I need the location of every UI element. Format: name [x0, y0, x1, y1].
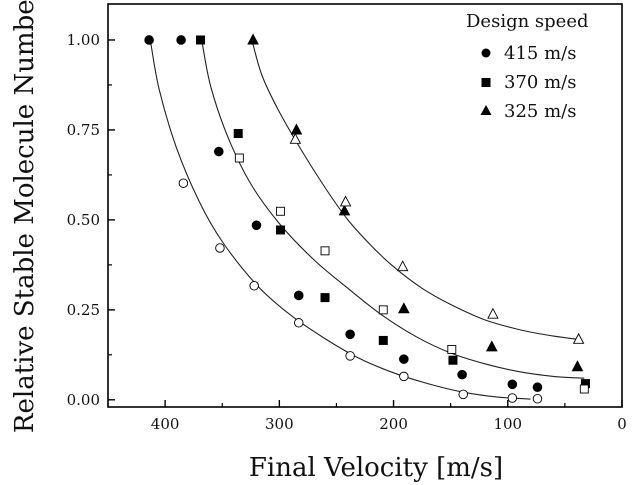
- point-filled-square: [275, 225, 285, 235]
- legend: Design speed 415 m/s 370 m/s 325 m/s: [466, 11, 589, 122]
- fit-curve-series-1: [201, 39, 585, 379]
- point-filled-circle: [507, 379, 518, 390]
- plot-border: [107, 3, 623, 408]
- legend-label-415: 415 m/s: [504, 43, 576, 64]
- point-filled-circle: [144, 35, 154, 45]
- legend-label-325: 325 m/s: [504, 101, 576, 122]
- fit-curves: [149, 39, 585, 400]
- point-open-square: [234, 153, 244, 163]
- point-filled-circle: [532, 382, 543, 393]
- point-open-square: [447, 344, 457, 354]
- point-filled-square: [196, 35, 206, 45]
- point-open-triangle: [339, 195, 352, 207]
- axes: 400 300 200 100 0 0.00 0.25 0.50 0.75 1.00: [67, 31, 627, 433]
- x-tick-label: 0: [617, 415, 627, 433]
- point-open-triangle: [289, 132, 302, 144]
- legend-entry-325: 325 m/s: [480, 101, 576, 122]
- point-open-circle: [507, 393, 518, 403]
- point-filled-triangle: [571, 360, 584, 372]
- point-filled-circle: [251, 220, 262, 231]
- x-tick-label: 200: [379, 415, 408, 433]
- point-filled-circle: [399, 354, 409, 364]
- point-filled-circle: [176, 35, 186, 45]
- legend-label-370: 370 m/s: [504, 72, 576, 93]
- point-filled-circle: [457, 369, 467, 380]
- fit-curve-series-0: [149, 39, 531, 400]
- point-open-circle: [294, 318, 304, 328]
- y-tick-label: 1.00: [67, 31, 100, 49]
- point-filled-triangle: [290, 123, 303, 135]
- legend-circle-marker: [481, 48, 491, 58]
- legend-square-marker: [481, 78, 491, 87]
- x-tick-label: 100: [493, 415, 522, 433]
- point-open-circle: [249, 280, 259, 291]
- point-open-circle: [532, 393, 543, 404]
- y-tick-label: 0.25: [67, 301, 100, 319]
- point-open-triangle: [572, 332, 585, 344]
- point-filled-triangle: [398, 302, 410, 314]
- point-open-square: [276, 206, 285, 216]
- point-filled-circle: [213, 146, 224, 157]
- point-filled-square: [378, 335, 388, 345]
- fit-curve-series-2: [251, 39, 579, 340]
- x-tick-label: 300: [265, 415, 294, 433]
- x-tick-label: 400: [151, 415, 180, 433]
- point-open-circle: [178, 178, 189, 188]
- point-open-triangle: [487, 307, 499, 319]
- y-axis-title: Relative Stable Molecule Number: [10, 0, 40, 433]
- point-filled-triangle: [338, 204, 351, 216]
- y-tick-label: 0.75: [67, 121, 100, 139]
- point-open-circle: [215, 243, 225, 253]
- point-filled-square: [448, 355, 458, 365]
- point-filled-circle: [345, 329, 355, 340]
- point-open-circle: [345, 351, 355, 361]
- point-filled-triangle: [485, 340, 498, 352]
- legend-title: Design speed: [466, 11, 589, 32]
- point-open-circle: [458, 389, 468, 400]
- point-open-square: [320, 246, 330, 256]
- point-open-triangle: [396, 260, 409, 272]
- legend-entry-415: 415 m/s: [481, 43, 576, 64]
- point-open-square: [378, 305, 388, 315]
- point-filled-circle: [293, 290, 304, 301]
- plot-frame: [107, 3, 623, 408]
- point-open-square: [579, 384, 589, 394]
- legend-entry-370: 370 m/s: [481, 72, 576, 93]
- y-tick-label: 0.00: [67, 391, 100, 409]
- point-filled-square: [320, 293, 330, 303]
- y-tick-label: 0.50: [67, 211, 100, 229]
- data-markers: [144, 33, 590, 404]
- legend-triangle-marker: [480, 105, 492, 115]
- point-filled-triangle: [247, 33, 259, 45]
- point-filled-square: [233, 129, 243, 139]
- point-open-circle: [399, 371, 409, 382]
- x-axis-title: Final Velocity [m/s]: [249, 453, 503, 483]
